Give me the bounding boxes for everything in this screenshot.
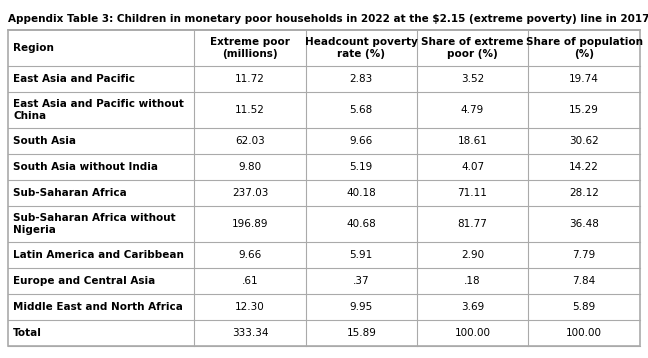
Bar: [8, 320, 640, 346]
Text: South Asia without India: South Asia without India: [13, 162, 158, 172]
Text: Region: Region: [13, 43, 54, 53]
Text: Latin America and Caribbean: Latin America and Caribbean: [13, 250, 184, 260]
Text: East Asia and Pacific without
China: East Asia and Pacific without China: [13, 99, 184, 121]
Text: 100.00: 100.00: [454, 328, 491, 338]
Text: 196.89: 196.89: [232, 219, 268, 229]
Text: 333.34: 333.34: [232, 328, 268, 338]
Text: 5.68: 5.68: [350, 105, 373, 115]
Text: 9.95: 9.95: [350, 302, 373, 312]
Text: 7.84: 7.84: [572, 276, 596, 286]
Text: 4.07: 4.07: [461, 162, 484, 172]
Text: Sub-Saharan Africa: Sub-Saharan Africa: [13, 188, 127, 198]
Bar: [8, 242, 640, 268]
Text: 237.03: 237.03: [232, 188, 268, 198]
Bar: [8, 206, 640, 242]
Text: 4.79: 4.79: [461, 105, 484, 115]
Text: 11.72: 11.72: [235, 74, 265, 84]
Bar: [8, 294, 640, 320]
Text: 30.62: 30.62: [569, 136, 599, 146]
Text: 2.90: 2.90: [461, 250, 484, 260]
Text: 2.83: 2.83: [350, 74, 373, 84]
Text: 71.11: 71.11: [457, 188, 487, 198]
Text: 5.19: 5.19: [350, 162, 373, 172]
Text: 5.91: 5.91: [350, 250, 373, 260]
Text: 81.77: 81.77: [457, 219, 487, 229]
Text: South Asia: South Asia: [13, 136, 76, 146]
Bar: [8, 92, 640, 128]
Text: Sub-Saharan Africa without
Nigeria: Sub-Saharan Africa without Nigeria: [13, 213, 176, 235]
Text: .37: .37: [353, 276, 369, 286]
Text: Middle East and North Africa: Middle East and North Africa: [13, 302, 183, 312]
Text: 15.29: 15.29: [569, 105, 599, 115]
Text: 3.69: 3.69: [461, 302, 484, 312]
Text: 14.22: 14.22: [569, 162, 599, 172]
Text: 12.30: 12.30: [235, 302, 265, 312]
Bar: [8, 128, 640, 154]
Text: 5.89: 5.89: [572, 302, 596, 312]
Bar: [8, 268, 640, 294]
Text: Headcount poverty
rate (%): Headcount poverty rate (%): [305, 37, 418, 59]
Text: 9.80: 9.80: [238, 162, 262, 172]
Bar: [8, 154, 640, 180]
Text: .61: .61: [242, 276, 259, 286]
Text: Total: Total: [13, 328, 42, 338]
Text: 18.61: 18.61: [457, 136, 487, 146]
Bar: [8, 180, 640, 206]
Text: 9.66: 9.66: [350, 136, 373, 146]
Text: 7.79: 7.79: [572, 250, 596, 260]
Text: 3.52: 3.52: [461, 74, 484, 84]
Text: Appendix Table 3: Children in monetary poor households in 2022 at the $2.15 (ext: Appendix Table 3: Children in monetary p…: [8, 14, 648, 24]
Text: 28.12: 28.12: [569, 188, 599, 198]
Text: .18: .18: [464, 276, 481, 286]
Text: 15.89: 15.89: [346, 328, 376, 338]
Text: Extreme poor
(millions): Extreme poor (millions): [210, 37, 290, 59]
Text: 40.18: 40.18: [347, 188, 376, 198]
Text: Share of extreme
poor (%): Share of extreme poor (%): [421, 37, 524, 59]
Text: 19.74: 19.74: [569, 74, 599, 84]
Text: Share of population
(%): Share of population (%): [526, 37, 643, 59]
Bar: [8, 30, 640, 66]
Text: 9.66: 9.66: [238, 250, 262, 260]
Text: 11.52: 11.52: [235, 105, 265, 115]
Bar: [8, 30, 640, 346]
Text: 36.48: 36.48: [569, 219, 599, 229]
Text: 40.68: 40.68: [347, 219, 376, 229]
Text: Europe and Central Asia: Europe and Central Asia: [13, 276, 156, 286]
Text: 100.00: 100.00: [566, 328, 602, 338]
Bar: [8, 66, 640, 92]
Text: 62.03: 62.03: [235, 136, 265, 146]
Text: East Asia and Pacific: East Asia and Pacific: [13, 74, 135, 84]
